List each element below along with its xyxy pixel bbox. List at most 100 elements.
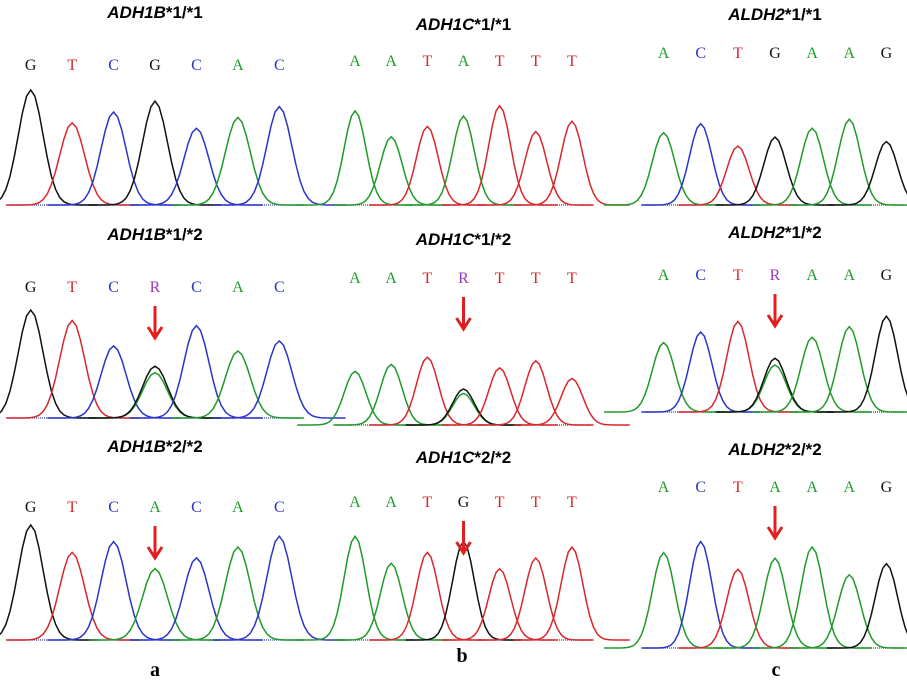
figure: aADH1B*1/*1GTCGCACADH1B*1/*2GTCRCACADH1B… (0, 0, 907, 684)
trace-peak (716, 365, 835, 412)
base-call: G (881, 45, 893, 62)
base-call: T (422, 53, 432, 70)
panel-title: ADH1B*1/*2 (106, 225, 202, 244)
trace-peak (604, 133, 723, 205)
trace-peak (297, 536, 413, 640)
allele: *1/*2 (166, 225, 203, 244)
base-call: C (274, 499, 285, 516)
panel-title: ALDH2*1/*1 (727, 5, 822, 24)
trace-peak (406, 542, 522, 640)
gene-name: ADH1B (106, 437, 166, 456)
allele: *2/*2 (166, 437, 203, 456)
panel-title: ADH1C*1/*2 (415, 230, 511, 249)
allele: *1/*1 (474, 15, 511, 34)
base-call: A (658, 45, 670, 62)
trace-peak (6, 552, 139, 640)
trace-peak (47, 346, 180, 418)
trace-peak (514, 547, 630, 640)
base-call: G (458, 494, 470, 511)
base-call: C (695, 479, 706, 496)
base-call: G (881, 479, 893, 496)
base-call: C (695, 267, 706, 284)
base-call: A (769, 479, 781, 496)
panel-title: ADH1B*2/*2 (106, 437, 202, 456)
base-call: A (806, 479, 818, 496)
trace-peak (333, 364, 449, 425)
base-call: A (232, 57, 244, 74)
trace-peak (89, 569, 222, 640)
base-call: T (495, 53, 505, 70)
trace-peak (716, 358, 835, 412)
base-call: R (458, 270, 469, 287)
trace-peak (0, 525, 97, 640)
base-call: A (458, 53, 470, 70)
allele: *1/*2 (474, 230, 511, 249)
trace-peak (297, 111, 413, 205)
panel-label: a (150, 659, 160, 681)
base-call: R (150, 279, 161, 296)
panel-label: b (456, 645, 467, 667)
trace-peak (213, 536, 346, 640)
base-call: A (349, 494, 361, 511)
trace-peak (478, 361, 594, 425)
base-call: C (108, 499, 119, 516)
trace-peak (47, 542, 180, 640)
trace-peak (753, 337, 872, 412)
trace-peak (790, 119, 907, 205)
trace-peak (370, 552, 486, 640)
trace-peak (172, 117, 305, 205)
trace-peak (604, 553, 723, 648)
base-call: T (67, 57, 77, 74)
base-call: C (191, 499, 202, 516)
base-call: G (881, 267, 893, 284)
base-call: A (806, 45, 818, 62)
trace-peak (716, 137, 835, 205)
trace-peak (6, 123, 139, 205)
trace-peak (641, 332, 760, 412)
base-call: T (495, 270, 505, 287)
base-call: C (191, 279, 202, 296)
base-call: A (806, 267, 818, 284)
base-call: A (349, 270, 361, 287)
base-call: T (67, 279, 77, 296)
trace-peak (827, 316, 907, 412)
base-call: T (422, 494, 432, 511)
allele: *2/*2 (785, 440, 822, 459)
base-call: T (567, 494, 577, 511)
base-call: T (531, 53, 541, 70)
base-call: C (274, 279, 285, 296)
base-call: G (25, 57, 37, 74)
trace-peak (478, 132, 594, 205)
gene-name: ADH1C (415, 15, 475, 34)
base-call: A (385, 494, 397, 511)
base-call: A (658, 479, 670, 496)
base-call: G (25, 499, 37, 516)
base-call: T (67, 499, 77, 516)
base-call: C (191, 57, 202, 74)
panel-label: c (772, 659, 781, 681)
base-call: C (108, 57, 119, 74)
base-call: G (149, 57, 161, 74)
trace-peak (641, 124, 760, 205)
trace-peak (827, 564, 907, 648)
allele: *1/*2 (785, 223, 822, 242)
trace-peak (213, 107, 346, 205)
base-call: A (844, 45, 856, 62)
base-call: A (149, 499, 161, 516)
trace-peak (130, 128, 263, 205)
base-call: A (658, 267, 670, 284)
trace-peak (89, 373, 222, 418)
trace-peak (47, 112, 180, 205)
trace-peak (130, 558, 263, 640)
trace-peak (213, 341, 346, 418)
base-call: G (25, 279, 37, 296)
trace-peak (678, 321, 797, 412)
trace-peak (790, 327, 907, 412)
base-call: T (422, 270, 432, 287)
gene-name: ADH1B (106, 225, 166, 244)
base-call: C (108, 279, 119, 296)
base-call: A (844, 479, 856, 496)
base-call: C (274, 57, 285, 74)
trace-peak (89, 366, 222, 418)
base-call: T (531, 494, 541, 511)
